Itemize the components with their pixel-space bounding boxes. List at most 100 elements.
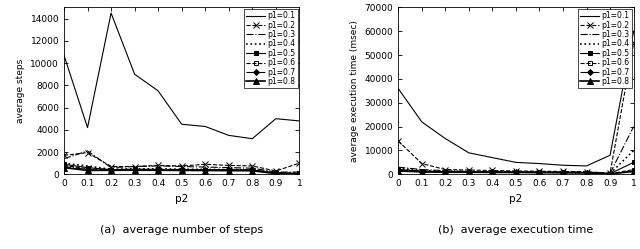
p1=0.5 <box>178 168 186 171</box>
p1=0.2 <box>394 139 402 142</box>
p1=0.6 <box>630 168 637 171</box>
X-axis label: p2: p2 <box>509 194 522 204</box>
p1=0.4 <box>536 171 543 174</box>
p1=0.1 <box>131 73 138 76</box>
p1=0.2 <box>536 170 543 173</box>
p1=0.5 <box>131 168 138 171</box>
p1=0.8 <box>465 171 473 174</box>
p1=0.6 <box>131 168 138 171</box>
p1=0.4 <box>488 170 496 173</box>
p1=0.7 <box>559 171 567 174</box>
p1=0.7 <box>582 171 590 174</box>
p1=0.1 <box>202 125 209 128</box>
Title: (a)  average number of steps: (a) average number of steps <box>100 225 263 235</box>
p1=0.8 <box>178 169 186 172</box>
p1=0.2 <box>108 165 115 168</box>
p1=0.8 <box>418 170 426 173</box>
p1=0.3 <box>131 165 138 168</box>
p1=0.8 <box>60 166 68 169</box>
p1=0.3 <box>630 125 637 128</box>
p1=0.4 <box>418 169 426 172</box>
p1=0.1 <box>418 120 426 123</box>
p1=0.7 <box>60 165 68 168</box>
p1=0.4 <box>108 168 115 171</box>
p1=0.6 <box>84 167 92 170</box>
p1=0.4 <box>154 168 162 171</box>
p1=0.5 <box>225 168 232 171</box>
p1=0.1 <box>60 54 68 57</box>
p1=0.6 <box>559 171 567 174</box>
p1=0.2 <box>248 164 256 167</box>
p1=0.5 <box>84 166 92 169</box>
p1=0.2 <box>488 169 496 172</box>
p1=0.7 <box>248 169 256 172</box>
Line: p1=0.2: p1=0.2 <box>61 150 302 174</box>
p1=0.2 <box>178 164 186 167</box>
p1=0.2 <box>296 162 303 165</box>
p1=0.1 <box>442 137 449 140</box>
p1=0.8 <box>582 171 590 174</box>
p1=0.1 <box>108 11 115 14</box>
p1=0.8 <box>131 169 138 172</box>
p1=0.7 <box>606 172 614 175</box>
Title: (b)  average execution time: (b) average execution time <box>438 225 593 235</box>
Line: p1=0.4: p1=0.4 <box>64 163 300 173</box>
p1=0.7 <box>630 169 637 172</box>
Legend: p1=0.1, p1=0.2, p1=0.3, p1=0.4, p1=0.5, p1=0.6, p1=0.7, p1=0.8: p1=0.1, p1=0.2, p1=0.3, p1=0.4, p1=0.5, … <box>244 9 298 88</box>
p1=0.7 <box>272 172 280 175</box>
p1=0.7 <box>202 169 209 172</box>
p1=0.6 <box>108 168 115 171</box>
p1=0.4 <box>60 162 68 165</box>
p1=0.4 <box>84 164 92 167</box>
p1=0.8 <box>154 169 162 172</box>
p1=0.5 <box>465 170 473 173</box>
p1=0.6 <box>465 171 473 174</box>
p1=0.8 <box>248 169 256 172</box>
p1=0.4 <box>582 171 590 174</box>
p1=0.3 <box>536 171 543 174</box>
p1=0.5 <box>394 168 402 171</box>
p1=0.2 <box>582 170 590 173</box>
p1=0.7 <box>442 171 449 174</box>
p1=0.4 <box>202 168 209 171</box>
p1=0.1 <box>248 137 256 140</box>
Line: p1=0.5: p1=0.5 <box>396 160 636 176</box>
p1=0.5 <box>606 172 614 175</box>
p1=0.1 <box>296 120 303 123</box>
p1=0.8 <box>225 169 232 172</box>
p1=0.3 <box>202 166 209 169</box>
p1=0.4 <box>225 168 232 171</box>
X-axis label: p2: p2 <box>175 194 188 204</box>
p1=0.5 <box>272 172 280 175</box>
p1=0.2 <box>202 163 209 166</box>
p1=0.8 <box>202 169 209 172</box>
p1=0.4 <box>296 172 303 175</box>
p1=0.1 <box>465 151 473 154</box>
p1=0.2 <box>154 164 162 167</box>
p1=0.4 <box>248 168 256 171</box>
p1=0.3 <box>488 170 496 173</box>
p1=0.6 <box>488 171 496 174</box>
p1=0.6 <box>296 172 303 175</box>
p1=0.7 <box>131 168 138 171</box>
p1=0.5 <box>154 168 162 171</box>
p1=0.8 <box>630 170 637 173</box>
p1=0.1 <box>84 126 92 129</box>
p1=0.1 <box>559 164 567 167</box>
p1=0.2 <box>418 162 426 165</box>
Legend: p1=0.1, p1=0.2, p1=0.3, p1=0.4, p1=0.5, p1=0.6, p1=0.7, p1=0.8: p1=0.1, p1=0.2, p1=0.3, p1=0.4, p1=0.5, … <box>578 9 632 88</box>
Line: p1=0.6: p1=0.6 <box>396 167 636 176</box>
p1=0.4 <box>606 172 614 175</box>
p1=0.7 <box>488 171 496 174</box>
p1=0.7 <box>418 170 426 173</box>
p1=0.4 <box>442 170 449 173</box>
p1=0.3 <box>559 171 567 174</box>
p1=0.6 <box>394 169 402 172</box>
Line: p1=0.3: p1=0.3 <box>398 127 634 173</box>
p1=0.2 <box>606 172 614 175</box>
p1=0.6 <box>582 171 590 174</box>
p1=0.8 <box>296 172 303 175</box>
Line: p1=0.1: p1=0.1 <box>398 31 634 166</box>
p1=0.6 <box>606 172 614 175</box>
p1=0.5 <box>418 170 426 173</box>
